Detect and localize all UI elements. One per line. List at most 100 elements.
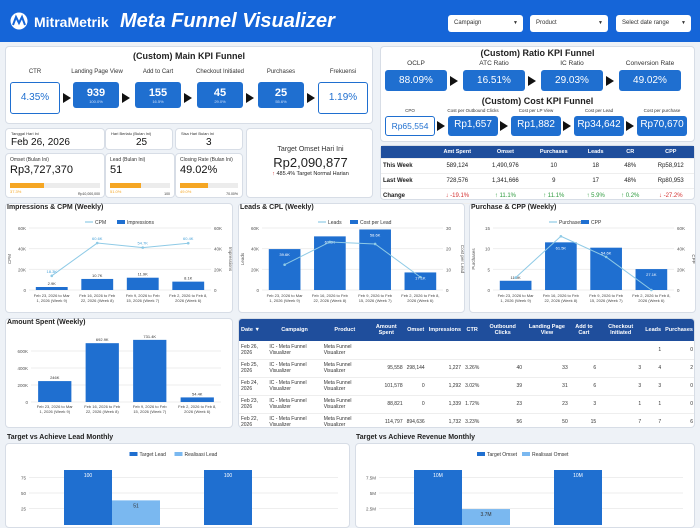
- progress-pct: 37.3%: [10, 189, 22, 194]
- cost-value: Rp65,554: [385, 116, 435, 136]
- compare-cell: ↓ -27.2%: [647, 188, 694, 204]
- table-cell: Meta Funnel Visualizer: [321, 341, 368, 360]
- x-tick: Feb 23, 2026 to Mar: [37, 404, 74, 409]
- data-table: Date ▼ Campaign Product Amount Spent Omset Im…: [239, 319, 694, 427]
- x-tick: Feb 9, 2026 to Feb: [133, 404, 168, 409]
- column-header[interactable]: Omset: [404, 319, 427, 341]
- progress-value: 51: [110, 164, 123, 176]
- arrow-right-icon: [437, 121, 445, 131]
- x-tick: 15, 2026 (Week 7): [590, 298, 624, 303]
- table-cell: 6: [569, 377, 599, 396]
- table-cell: 1,732: [426, 413, 464, 427]
- y-tick: 15: [485, 226, 491, 231]
- y-tick: 0: [23, 288, 26, 293]
- bar: [359, 229, 391, 290]
- progress-target: Rp10,000,000: [78, 192, 100, 196]
- main-kpi-funnel-card: [5, 46, 373, 124]
- y2-tick: 10: [446, 267, 452, 272]
- table-cell: Feb 23, 2026: [239, 395, 268, 414]
- line-series: [51, 242, 189, 277]
- compare-cell: 10: [529, 158, 579, 174]
- column-header[interactable]: Date ▼: [239, 319, 268, 341]
- legend-label: Realisasi Lead: [185, 452, 218, 458]
- arrow-right-icon: [626, 121, 634, 131]
- column-header[interactable]: Leads: [643, 319, 664, 341]
- table-cell: IC - Meta Funnel Visualizer: [267, 341, 322, 360]
- x-tick: Feb 2, 2026 to Feb 8,: [178, 404, 216, 409]
- row-label: Change: [381, 188, 433, 204]
- step-box-checkout: 45 29.0%: [197, 82, 243, 108]
- line-point: [186, 241, 190, 245]
- line-point: [650, 288, 653, 292]
- y-tick: 40K: [18, 247, 26, 252]
- cost-label: CPO: [405, 108, 415, 113]
- column-header[interactable]: Purchases: [663, 319, 694, 341]
- column-header[interactable]: Amount Spent: [367, 319, 405, 341]
- campaign-filter[interactable]: Campaign ▼: [448, 15, 523, 32]
- progress-target: 100: [164, 192, 170, 196]
- x-tick: Feb 23, 2026 to Mar: [498, 293, 535, 298]
- column-header[interactable]: CTR: [463, 319, 482, 341]
- ratio-value: 49.02%: [619, 70, 681, 91]
- legend-swatch: [522, 452, 530, 456]
- chart-title: Target vs Achieve Revenue Monthly: [356, 434, 476, 441]
- progress-value: 49.02%: [180, 164, 218, 176]
- ratio-value: 29.03%: [541, 70, 603, 91]
- table-cell: 33: [524, 359, 570, 378]
- x-tick: Feb 9, 2026 to Feb: [589, 293, 624, 298]
- y2-tick: 40K: [214, 247, 222, 252]
- y-tick: 25: [21, 507, 27, 512]
- line-label: 18.3K: [47, 269, 58, 274]
- cost-value: Rp1,882: [511, 116, 561, 136]
- line-point: [328, 240, 332, 244]
- product-filter[interactable]: Product ▼: [530, 15, 608, 32]
- table-cell: 1: [643, 395, 664, 414]
- table-cell: [481, 341, 525, 360]
- legend-label: CPM: [95, 220, 106, 226]
- progress-value: Rp3,727,370: [10, 164, 73, 176]
- y-tick: 60K: [251, 226, 259, 231]
- date-range-filter[interactable]: Select date range ▼: [616, 15, 691, 32]
- bar: [180, 397, 214, 402]
- y2-axis-label: CPP: [691, 254, 696, 263]
- chart-title: Purchase & CPP (Weekly): [471, 204, 557, 211]
- legend-swatch: [477, 452, 485, 456]
- progress-fill: [10, 183, 44, 188]
- column-header[interactable]: Landing Page View: [524, 319, 570, 341]
- data-table-card: Date ▼ Campaign Product Amount Spent Omset Im…: [238, 318, 695, 428]
- line-point: [559, 234, 563, 238]
- y-axis-label: CPM: [7, 254, 12, 264]
- table-cell: [426, 341, 464, 360]
- line-point: [604, 255, 608, 259]
- table-cell: 6: [663, 413, 694, 427]
- column-header[interactable]: Impressions: [426, 319, 464, 341]
- step-label: Purchases: [266, 69, 296, 75]
- line-point: [419, 275, 422, 279]
- x-tick: 1, 2026 (Week 9): [39, 409, 70, 414]
- bar-label: 3.7M: [480, 512, 491, 518]
- lead-monthly-card: [5, 443, 350, 528]
- column-header[interactable]: Product: [321, 319, 368, 341]
- table-cell: 1: [598, 395, 644, 414]
- column-header[interactable]: Checkout Initiated: [598, 319, 644, 341]
- chart-title: Target vs Achieve Lead Monthly: [7, 434, 114, 441]
- table-cell: 6: [569, 359, 599, 378]
- compare-cell: 589,124: [432, 158, 482, 174]
- impressions-cpm-chart: CPM Impressions 0 20K 40K 60K 0 20K 40K 60K CPM Imp…: [7, 220, 233, 303]
- arrow-right-icon: [606, 76, 614, 86]
- compare-cell: 48%: [612, 158, 648, 174]
- table-cell: 7: [598, 413, 644, 427]
- x-tick: Feb 23, 2026 to Mar: [267, 293, 304, 298]
- table-cell: Meta Funnel Visualizer: [321, 359, 368, 378]
- progress-card: Lead (Bulan Ini) 51 51.0% 100: [105, 153, 175, 198]
- arrow-right-icon: [528, 76, 536, 86]
- column-header[interactable]: Campaign: [267, 319, 322, 341]
- compare-cell: 1,490,976: [481, 158, 530, 174]
- table-cell: 1: [643, 341, 664, 360]
- x-tick: 2026 (Week 6): [175, 298, 202, 303]
- legend-label: Target Omset: [487, 452, 518, 458]
- column-header[interactable]: Outbound Clicks: [481, 319, 525, 341]
- y-tick: 7.5M: [366, 476, 376, 481]
- column-header[interactable]: Add to Cart: [569, 319, 599, 341]
- legend-label: Impressions: [127, 220, 154, 226]
